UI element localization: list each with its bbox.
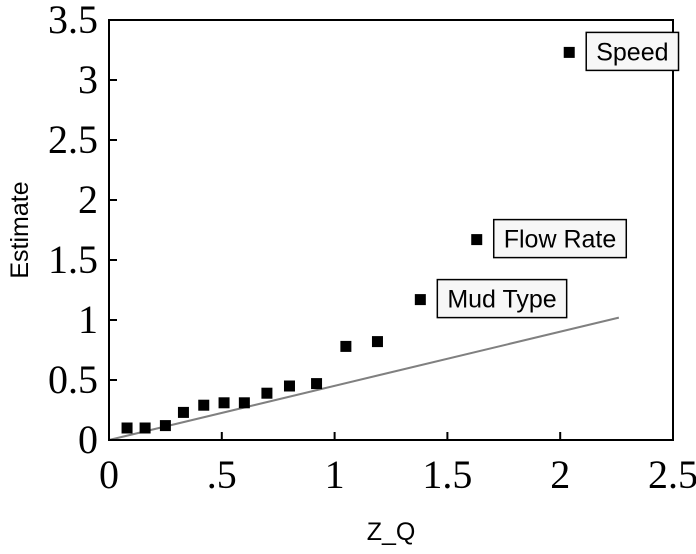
data-point [139,422,151,434]
point-label-box: Speed [585,31,680,72]
data-point [159,420,171,432]
y-tick-label: 2 [78,177,98,222]
point-label-text: Mud Type [447,286,556,314]
data-point [340,340,352,352]
point-label-text: Speed [596,38,668,66]
point-label-frame [492,218,628,259]
data-points [121,46,575,434]
y-tick-label: 0.5 [48,357,98,402]
data-point [471,234,483,246]
y-tick-labels: 0 0.5 1 1.5 2 2.5 3 3.5 [48,0,98,462]
x-tick-label: 2 [550,452,570,497]
data-point [218,397,230,409]
y-axis-title: Estimate [6,181,34,278]
data-point [371,336,383,348]
y-tick-label: 1.5 [48,237,98,282]
y-tick-label: 0 [78,417,98,462]
data-point [311,378,323,390]
point-annotations: Mud Type Flow Rate Speed [436,31,680,319]
y-tick-label: 1 [78,297,98,342]
x-tick-label: 1.5 [422,452,472,497]
data-point [414,294,426,306]
y-tick-label: 2.5 [48,117,98,162]
reference-line [108,316,620,441]
x-tick-labels: 0 .5 1 1.5 2 2.5 [99,452,696,497]
reference-line-group [108,316,620,441]
data-point [198,399,210,411]
data-point [283,380,295,392]
plot-frame [108,19,674,441]
data-point [177,406,189,418]
x-tick-label: .5 [207,452,237,497]
axis-ticks [108,19,674,441]
point-label-text: Flow Rate [504,226,617,254]
point-label-frame [585,31,680,72]
point-label-frame [436,278,568,319]
data-point [121,422,133,434]
y-tick-label: 3.5 [48,0,98,42]
x-tick-label: 2.5 [648,452,696,497]
point-label-box: Mud Type [436,278,568,319]
x-tick-label: 1 [325,452,345,497]
y-tick-label: 3 [78,57,98,102]
data-point [238,397,250,409]
x-axis-title: Z_Q [367,518,416,546]
data-point [261,387,273,399]
x-tick-label: 0 [99,452,119,497]
data-point [563,46,575,58]
point-label-box: Flow Rate [492,218,628,259]
